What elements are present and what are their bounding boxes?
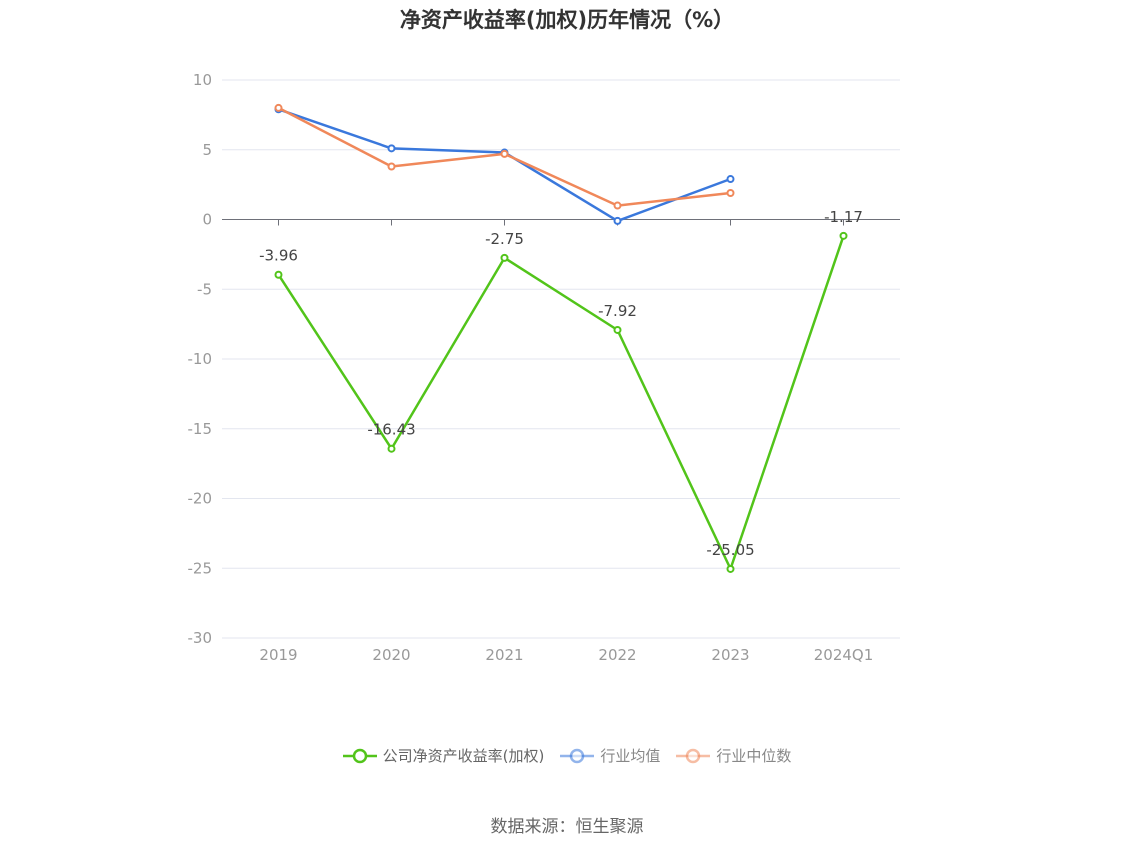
- legend-label: 行业均值: [600, 747, 661, 765]
- x-tick-label: 2024Q1: [814, 646, 874, 664]
- y-tick-label: -20: [188, 490, 213, 508]
- series-line: [278, 108, 731, 223]
- x-tick-label: 2022: [598, 646, 636, 664]
- legend-marker-icon: [676, 748, 711, 763]
- data-point: [387, 162, 396, 171]
- data-label: -7.92: [598, 302, 637, 320]
- legend-item[interactable]: 行业中位数: [676, 745, 791, 766]
- chart-legend: 公司净资产收益率(加权) 行业均值 行业中位数: [0, 745, 1134, 766]
- x-tick-label: 2021: [485, 646, 523, 664]
- data-point: [387, 444, 396, 453]
- data-point: [726, 175, 735, 184]
- data-point: [613, 201, 622, 210]
- x-tick-label: 2019: [259, 646, 297, 664]
- legend-label: 行业中位数: [716, 747, 792, 765]
- data-label: -3.96: [259, 247, 298, 265]
- line-chart: 10 5 0 -5 -10 -15 -20 -25 -30 2019 2020 2021 2022 202…: [188, 71, 900, 664]
- legend-marker-icon: [560, 748, 595, 763]
- y-tick-label: 0: [202, 211, 212, 229]
- legend-marker-icon: [342, 748, 377, 763]
- data-point: [613, 325, 622, 334]
- data-label: -25.05: [706, 541, 754, 559]
- data-point: [839, 231, 848, 240]
- y-tick-label: -5: [197, 280, 212, 298]
- series-line: [277, 235, 845, 571]
- legend-item[interactable]: 行业均值: [560, 745, 660, 766]
- data-point: [274, 270, 283, 279]
- x-tick-label: 2020: [372, 646, 410, 664]
- data-label: -1.17: [824, 208, 863, 226]
- data-point: [726, 564, 735, 573]
- data-point: [274, 103, 283, 112]
- y-tick-label: -25: [188, 559, 213, 577]
- legend-label: 公司净资产收益率(加权): [382, 747, 545, 765]
- data-point: [613, 216, 622, 225]
- x-tick-label: 2023: [711, 646, 749, 664]
- data-label: -16.43: [367, 421, 415, 439]
- chart-title: 净资产收益率(加权)历年情况（%）: [399, 8, 735, 32]
- data-point: [500, 253, 509, 262]
- y-tick-label: 10: [193, 71, 212, 89]
- y-tick-label: 5: [202, 141, 212, 159]
- y-tick-label: -10: [188, 350, 213, 368]
- data-point: [726, 188, 735, 197]
- data-point: [500, 149, 509, 158]
- y-tick-label: -15: [188, 420, 213, 438]
- data-point: [387, 144, 396, 153]
- legend-item[interactable]: 公司净资产收益率(加权): [342, 745, 545, 766]
- data-label: -2.75: [485, 230, 524, 248]
- y-tick-label: -30: [188, 629, 213, 647]
- source-note: 数据来源：恒生聚源: [490, 817, 644, 837]
